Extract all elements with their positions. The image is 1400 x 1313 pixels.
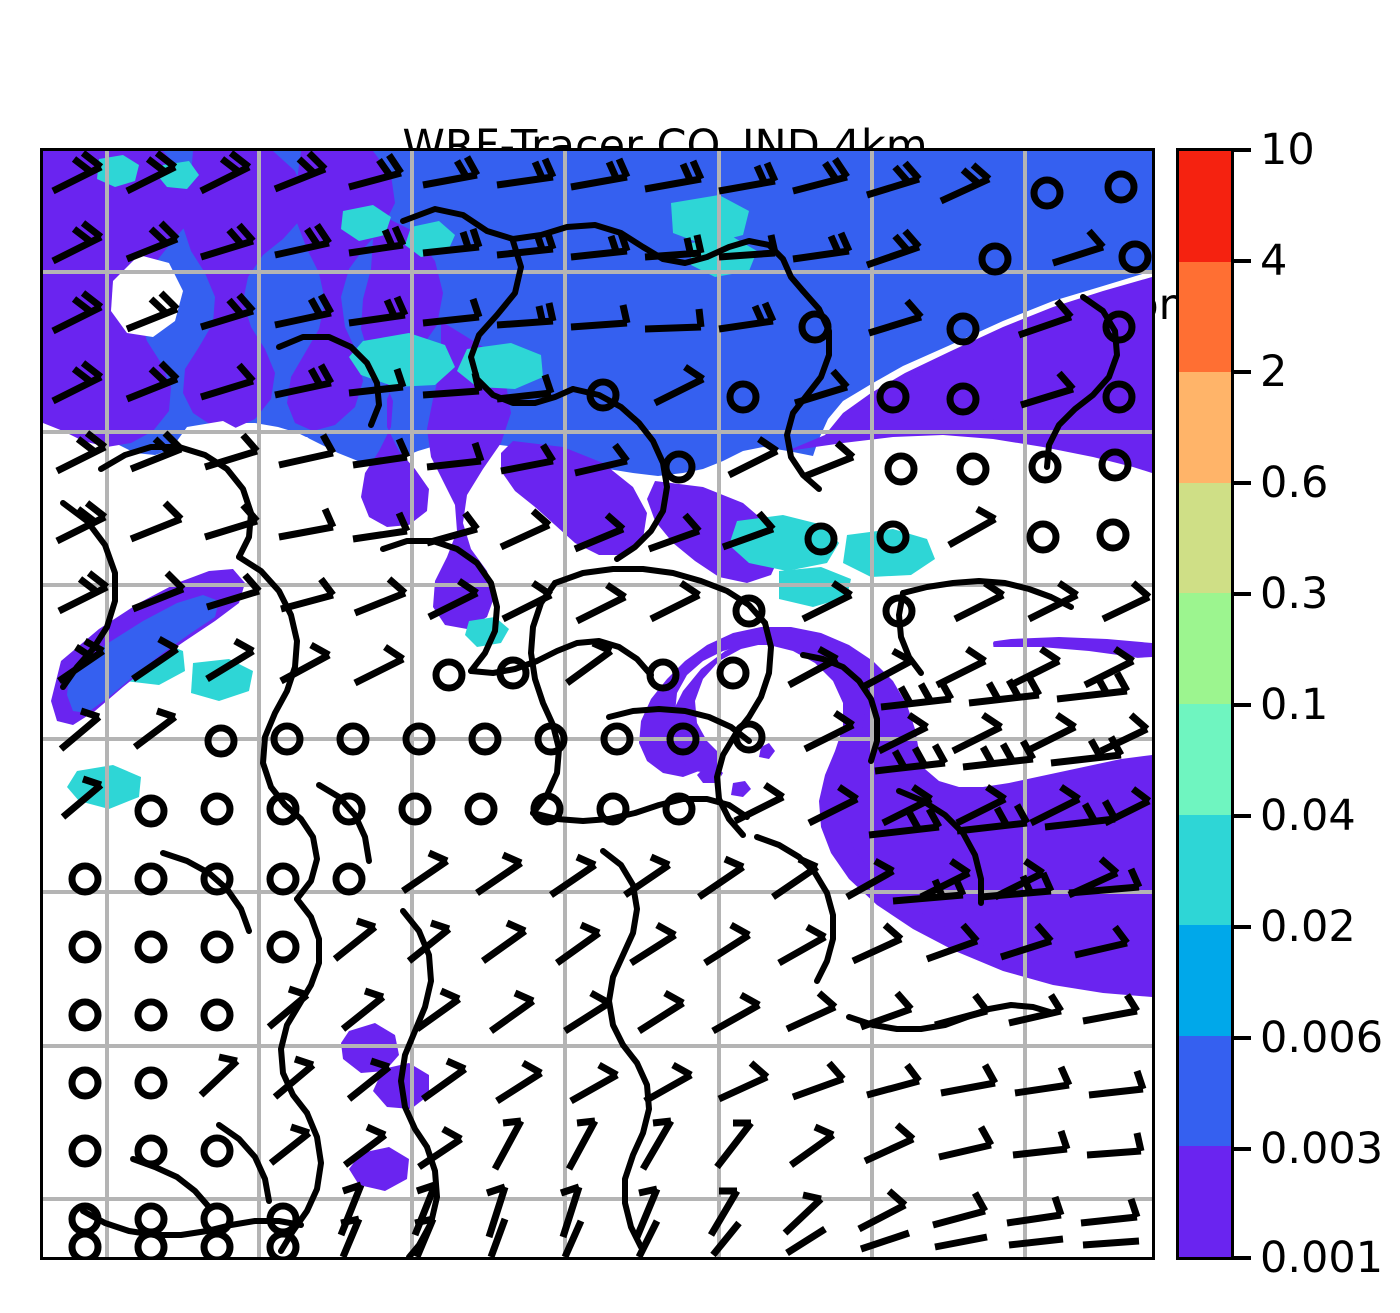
colorbar-segment [1179, 372, 1231, 483]
colorbar-tick-mark [1234, 592, 1251, 596]
colorbar-segment [1179, 814, 1231, 926]
colorbar-segment [1179, 482, 1231, 594]
border-line [380, 538, 500, 674]
colorbar-tick-mark [1234, 481, 1251, 485]
contour-band-0.001-mid1 [501, 441, 647, 555]
colorbar-segment [1179, 261, 1231, 373]
map-canvas [43, 151, 1152, 1257]
river-line-6 [600, 848, 640, 1048]
border-line [528, 580, 562, 816]
colorbar-tick-label: 0.6 [1260, 458, 1329, 508]
colorbar-tick-mark [1234, 1147, 1251, 1151]
coastline-s3 [216, 1122, 272, 1204]
colorbar-segment [1179, 593, 1231, 704]
wind-barb-group-east-jet [868, 671, 1143, 905]
colorbar-tick-label: 0.003 [1260, 1124, 1384, 1174]
border-line [606, 706, 752, 744]
colorbar-tick-label: 0.006 [1260, 1013, 1384, 1063]
contour-band-0.001-east-body [669, 451, 1152, 981]
river-line-7 [620, 1042, 652, 1250]
border-line [468, 638, 654, 678]
colorbar-tick-label: 0.3 [1260, 569, 1329, 619]
lake-boundary [900, 578, 1074, 610]
coastline-north [400, 206, 806, 294]
colorbar-tick-mark [1234, 814, 1251, 818]
wind-barb-group-south [68, 849, 1147, 1257]
colorbar-segment [1179, 925, 1231, 1036]
river-line-5 [406, 1144, 440, 1257]
colorbar-tick-label: 0.1 [1260, 680, 1329, 730]
wind-barb-group-nw [51, 151, 1152, 416]
colorbar-tick-mark [1234, 925, 1251, 929]
map-boundaries [60, 206, 1120, 1257]
colorbar-tick-label: 0.001 [1260, 1233, 1384, 1283]
border-line [530, 796, 750, 824]
colorbar-segment [1179, 1035, 1231, 1147]
border-line [160, 850, 252, 934]
contour-band-0.001-nw2 [183, 151, 305, 429]
colorbar[interactable] [1176, 148, 1234, 1260]
wind-barb-group-central [57, 570, 1152, 828]
colorbar-segment [1179, 703, 1231, 815]
lake-boundary-2 [896, 590, 924, 676]
wind-barb-layer [51, 151, 1152, 1257]
border-line [800, 652, 880, 764]
colorbar-segment [1179, 151, 1231, 262]
border-line [316, 782, 372, 864]
colorbar-tick-label: 0.02 [1260, 902, 1356, 952]
border-line [754, 834, 836, 984]
border-line [468, 238, 576, 406]
colorbar-segment [1179, 1146, 1231, 1257]
colorbar-tick-mark [1234, 703, 1251, 707]
gridlines [43, 151, 1152, 1257]
contour-band-0.001-nw5 [427, 321, 511, 629]
coastline-nw [276, 334, 382, 428]
colorbar-tick-label: 0.04 [1260, 791, 1356, 841]
wind-barb-group-midnorth [55, 430, 1132, 556]
colorbar-tick-mark [1234, 1036, 1251, 1040]
colorbar-tick-mark [1234, 1256, 1251, 1260]
map-plot-area[interactable] [40, 148, 1155, 1260]
